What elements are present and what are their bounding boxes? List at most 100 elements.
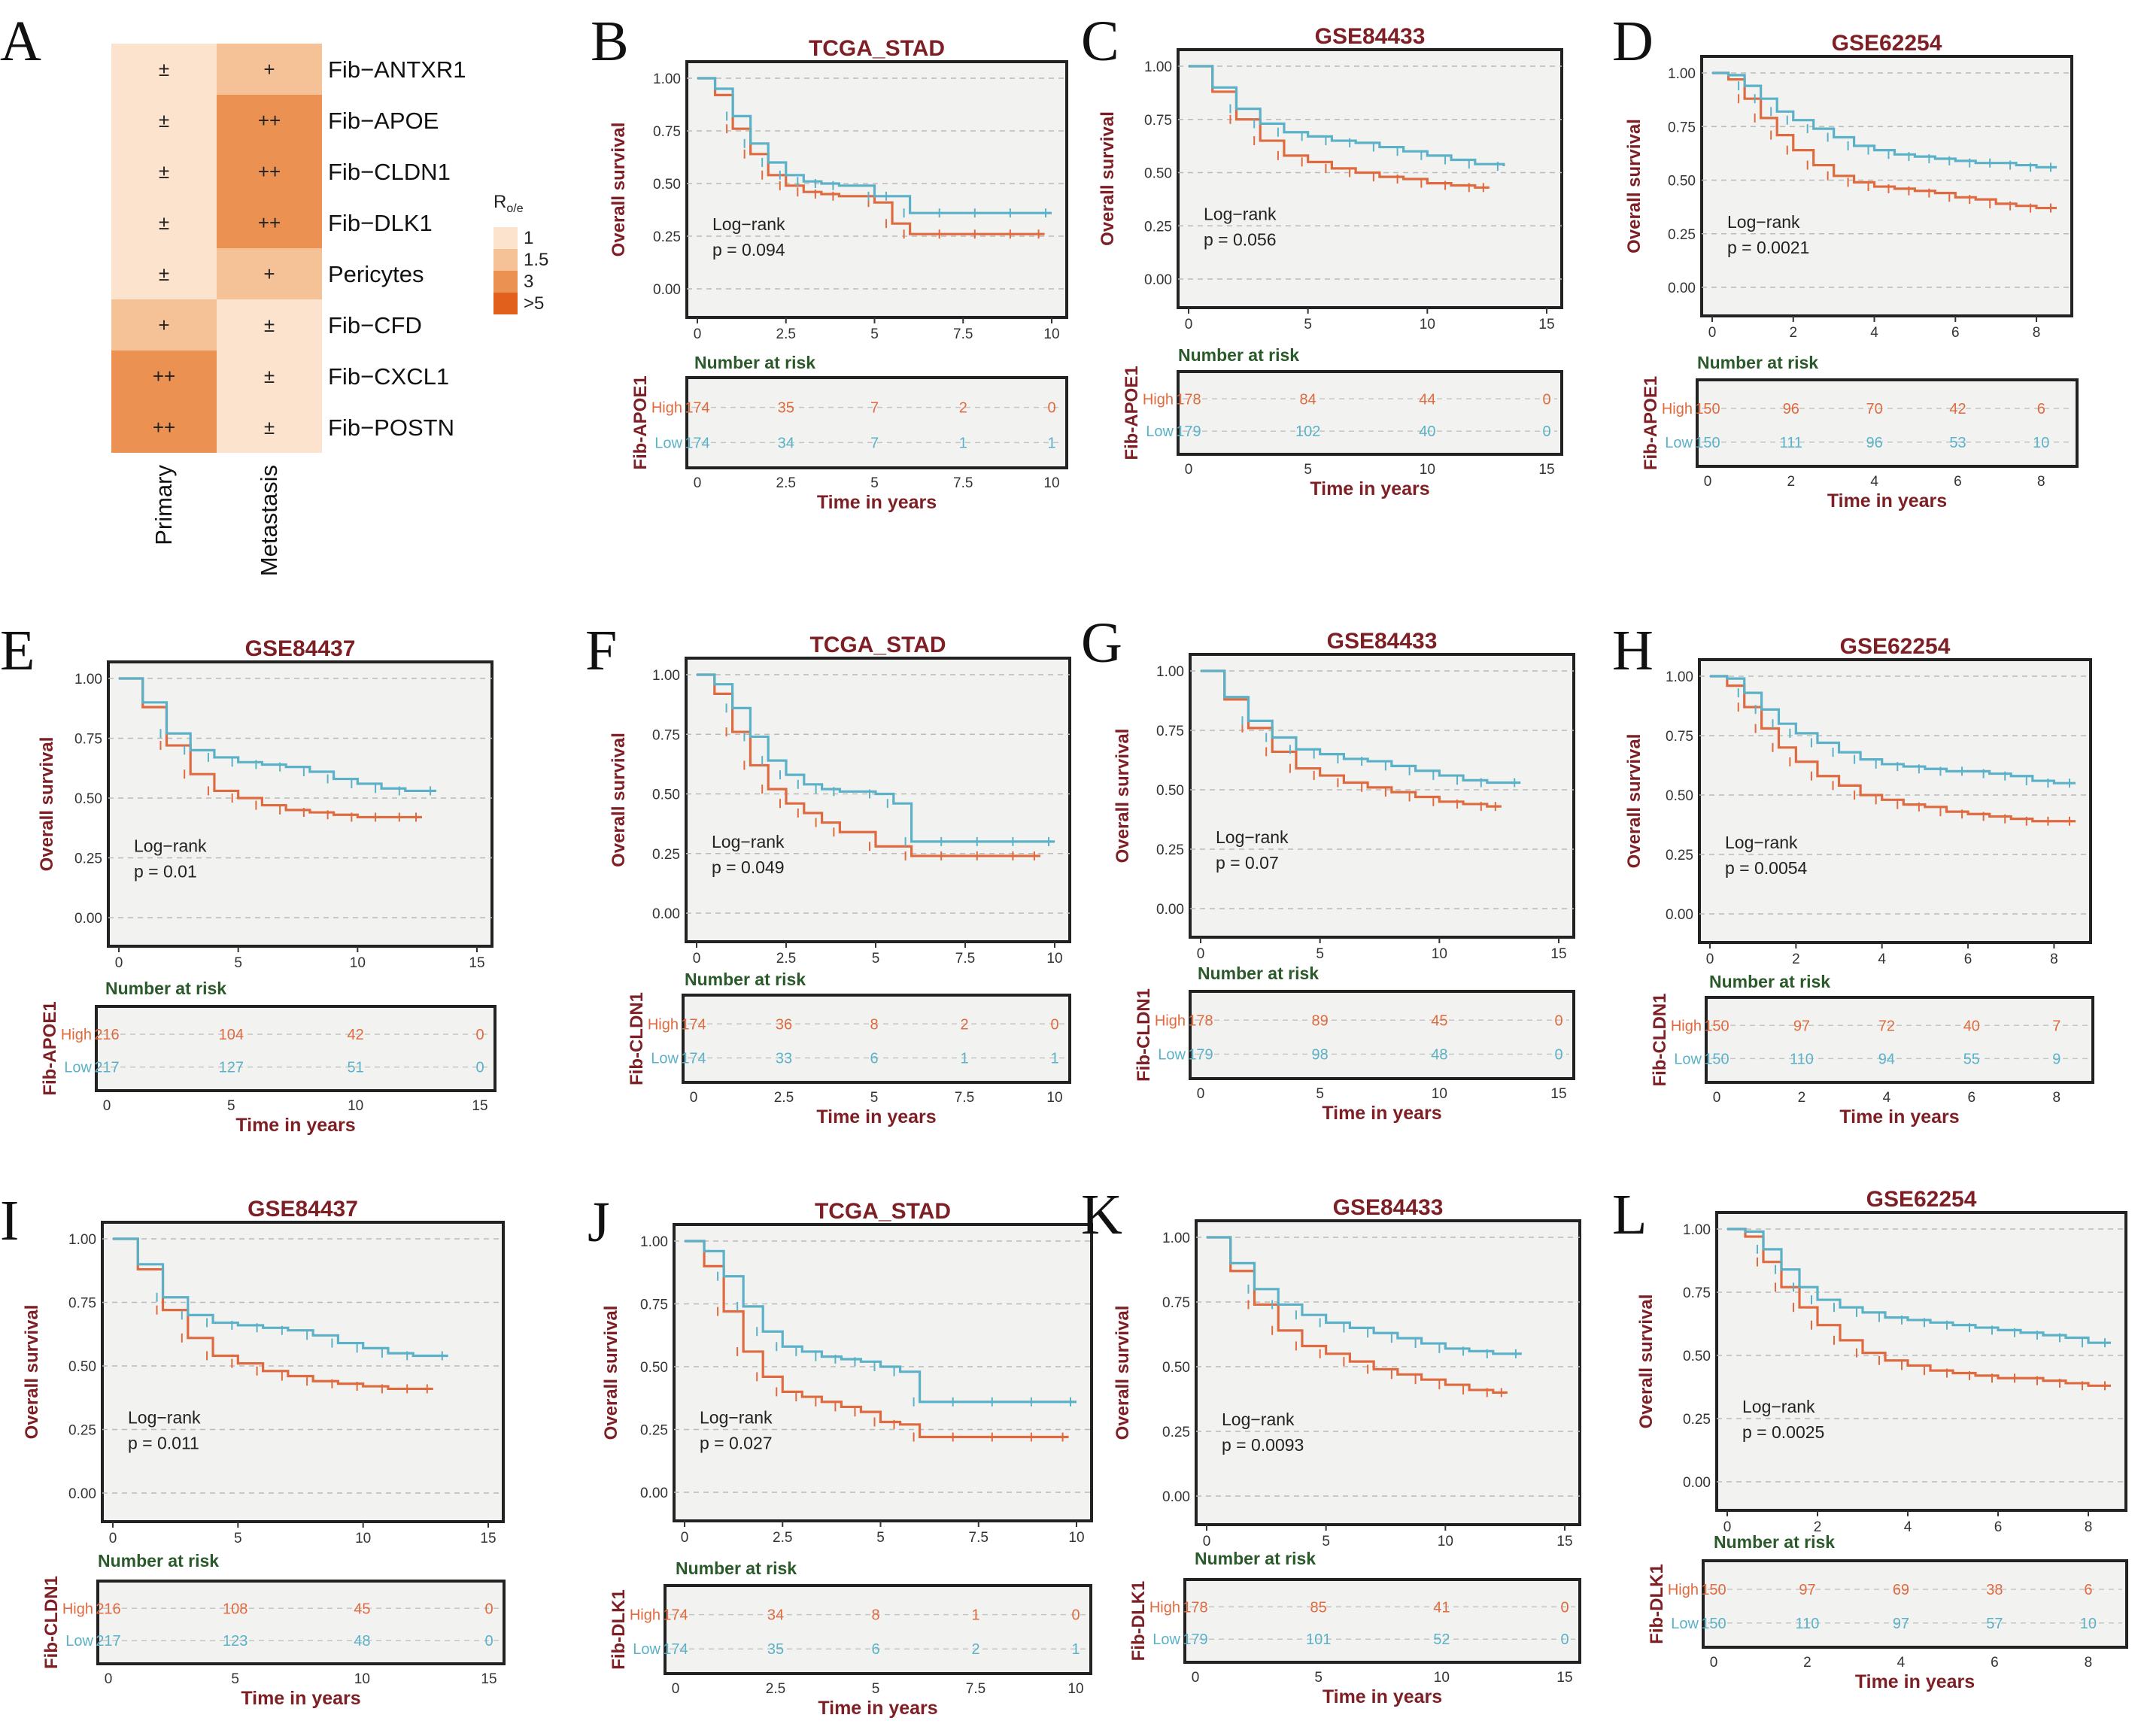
y-tick-label: 0.25	[1668, 227, 1696, 243]
y-tick-label: 0.75	[652, 727, 680, 743]
risk-value: 174	[663, 1641, 688, 1658]
risk-frame	[1702, 1559, 2128, 1649]
risk-x-tick-label: 5	[227, 1098, 235, 1114]
y-tick-label: 0.25	[1683, 1412, 1711, 1428]
plot-title: TCGA_STAD	[809, 36, 945, 61]
plot-title: GSE84433	[1327, 629, 1438, 654]
plot-frame	[1177, 48, 1563, 309]
logrank-label: Log−rank	[1222, 1410, 1295, 1429]
risk-x-tick-label: 15	[1550, 1086, 1566, 1102]
risk-group-label: Low	[633, 1641, 661, 1658]
y-tick-label: 0.25	[1162, 1425, 1190, 1440]
heatmap-cell	[111, 248, 217, 299]
km-curve-high	[1207, 1236, 1508, 1394]
km-curve-high	[1189, 65, 1490, 189]
risk-value: 6	[2084, 1582, 2092, 1598]
x-tick-label: 6	[1964, 951, 1972, 967]
risk-x-tick-label: 8	[2085, 1655, 2093, 1671]
risk-value: 97	[1893, 1616, 1909, 1632]
km-curve-low	[1201, 669, 1521, 785]
risk-value: 0	[1071, 1607, 1080, 1624]
risk-group-label: High	[1155, 1012, 1186, 1029]
x-axis-label: Time in years	[818, 1698, 937, 1719]
panel-label: F	[585, 619, 617, 682]
risk-frame	[96, 1580, 506, 1665]
risk-value: 217	[94, 1060, 119, 1076]
x-tick-label: 5	[1304, 317, 1312, 332]
x-tick-label: 15	[1538, 317, 1554, 332]
gene-label: Fib-APOE1	[40, 1001, 60, 1095]
risk-group-label: Low	[1674, 1051, 1702, 1067]
plot-title: GSE62254	[1840, 634, 1951, 659]
p-value: p = 0.011	[128, 1434, 199, 1453]
risk-value: 174	[681, 1051, 706, 1067]
x-tick-label: 2	[1792, 951, 1800, 967]
x-axis-label: Time in years	[1323, 1686, 1442, 1707]
risk-value: 52	[1433, 1631, 1450, 1648]
heatmap-cell-symbol: ±	[159, 211, 169, 234]
heatmap-cell-symbol: ++	[153, 365, 175, 387]
risk-title: Number at risk	[1714, 1532, 1835, 1552]
risk-x-tick-label: 4	[1897, 1655, 1906, 1671]
x-tick-label: 5	[876, 1530, 885, 1546]
risk-x-tick-label: 10	[1432, 1086, 1447, 1102]
gene-label: Fib-APOE1	[1122, 366, 1142, 460]
risk-value: 53	[1949, 435, 1966, 451]
panel-label: J	[588, 1191, 610, 1254]
risk-x-tick-label: 2.5	[774, 1090, 794, 1106]
x-tick-label: 8	[2050, 951, 2058, 967]
risk-value: 70	[1866, 401, 1883, 417]
risk-x-tick-label: 5	[231, 1671, 239, 1687]
y-axis-label: Overall survival	[37, 737, 57, 872]
risk-value: 178	[1176, 391, 1201, 408]
risk-x-tick-label: 10	[354, 1671, 370, 1687]
y-tick-label: 0.50	[1162, 1360, 1190, 1376]
risk-x-tick-label: 7.5	[955, 1090, 974, 1106]
risk-x-tick-label: 0	[105, 1671, 113, 1687]
heatmap-row-label: Fib−CLDN1	[328, 159, 451, 185]
x-tick-label: 4	[1878, 951, 1886, 967]
y-tick-label: 0.00	[1666, 907, 1693, 923]
panel-label: I	[0, 1189, 19, 1252]
risk-x-tick-label: 10	[1420, 462, 1435, 478]
risk-group-label: High	[1662, 401, 1693, 417]
risk-x-tick-label: 10	[1046, 1090, 1062, 1106]
km-panel-g: G GSE84433 0.00 0.25 0.50 0.75 1.00 0 5 10 15 Overa…	[1081, 612, 1575, 1124]
panel-label: G	[1081, 612, 1122, 675]
risk-value: 10	[2080, 1616, 2097, 1632]
km-curve-low	[685, 1240, 1077, 1404]
risk-value: 0	[475, 1027, 484, 1043]
y-tick-label: 0.75	[1668, 120, 1696, 135]
risk-x-tick-label: 4	[1883, 1090, 1891, 1106]
risk-value: 216	[96, 1601, 120, 1617]
risk-x-tick-label: 0	[694, 475, 702, 491]
risk-group-label: Low	[1152, 1631, 1180, 1648]
legend-title: Ro/e	[493, 192, 524, 215]
x-axis-label: Time in years	[241, 1688, 360, 1709]
risk-frame	[1705, 996, 2094, 1084]
p-value: p = 0.056	[1204, 229, 1277, 249]
heatmap-cell-symbol: ++	[258, 211, 281, 234]
risk-value: 35	[778, 400, 794, 417]
x-tick-label: 10	[1438, 1534, 1453, 1549]
heatmap-row-label: Fib−POSTN	[328, 414, 454, 441]
risk-value: 150	[1704, 1018, 1729, 1034]
heatmap-cell-symbol: ±	[159, 58, 169, 80]
risk-value: 51	[348, 1060, 364, 1076]
y-tick-label: 1.00	[652, 668, 680, 684]
heatmap-cell-symbol: ++	[258, 160, 281, 183]
risk-x-tick-label: 15	[1556, 1670, 1572, 1686]
heatmap-cell-symbol: ±	[264, 314, 275, 336]
risk-value: 2	[959, 400, 967, 417]
risk-value: 6	[870, 1051, 878, 1067]
risk-value: 96	[1783, 401, 1799, 417]
risk-x-tick-label: 0	[1192, 1670, 1200, 1686]
heatmap-cell	[111, 197, 217, 248]
heatmap-row-label: Fib−APOE	[328, 108, 439, 134]
risk-x-tick-label: 5	[1314, 1670, 1323, 1686]
x-axis-label: Time in years	[1839, 1106, 1959, 1127]
